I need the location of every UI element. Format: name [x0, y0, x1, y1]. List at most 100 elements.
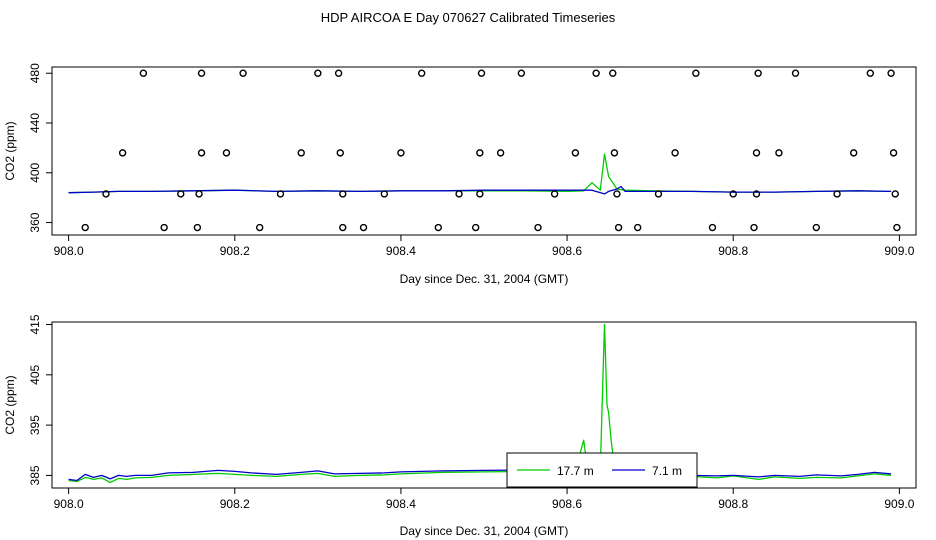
calibration-marker [336, 149, 344, 157]
calibration-marker [752, 190, 761, 198]
calibration-marker [118, 149, 127, 157]
calibration-marker [754, 69, 762, 77]
calibration-marker [160, 223, 168, 232]
calibration-marker [496, 149, 505, 157]
calibration-marker [571, 149, 580, 157]
calibration-marker [633, 223, 642, 232]
calibration-marker [102, 190, 110, 198]
calibration-marker [708, 223, 717, 232]
calibration-marker [81, 223, 89, 232]
calibration-marker [692, 69, 700, 77]
y-axis-ticks: 385 395 405 415 [28, 314, 52, 485]
x-tick-label: 908.0 [54, 244, 84, 258]
y-tick-label: 385 [28, 465, 42, 485]
legend-label-7-1m: 7.1 m [652, 464, 682, 478]
calibration-marker [255, 223, 264, 232]
x-tick-label: 908.6 [552, 244, 582, 258]
calibration-marker [297, 149, 305, 157]
series-line-17-7m [68, 153, 892, 194]
calibration-marker [193, 223, 202, 232]
y-tick-label: 360 [28, 212, 42, 232]
calibration-marker [195, 190, 203, 198]
calibration-marker [893, 223, 901, 232]
x-axis-label: Day since Dec. 31, 2004 (GMT) [400, 272, 569, 286]
calibration-marker [614, 223, 623, 232]
series-layer [68, 323, 892, 486]
y-tick-label: 480 [28, 63, 42, 83]
calibration-marker [534, 223, 542, 232]
plot-frame [51, 66, 917, 236]
x-tick-label: 908.4 [386, 244, 416, 258]
y-axis-label: CO2 (ppm) [3, 375, 17, 434]
calibration-marker [222, 149, 231, 157]
calibration-marker [417, 69, 426, 77]
series-line-7-1m [68, 454, 892, 484]
co2-all-heights-panel: 908.0 908.2 908.4 908.6 908.8 909.0 360 400 440… [3, 63, 917, 286]
plot-frame [51, 321, 917, 489]
calibration-marker [791, 69, 800, 77]
calibration-marker [891, 190, 899, 198]
calibration-marker [849, 149, 858, 157]
calibration-marker [752, 149, 761, 157]
x-axis-label: Day since Dec. 31, 2004 (GMT) [400, 524, 569, 538]
x-tick-label: 908.8 [718, 497, 748, 511]
x-tick-label: 908.2 [220, 244, 250, 258]
y-tick-label: 415 [28, 314, 42, 334]
calibration-marker [592, 69, 600, 77]
calibration-marker [339, 190, 347, 198]
legend-label-17-7m: 17.7 m [557, 464, 594, 478]
calibration-marker [476, 149, 484, 157]
x-tick-label: 909.0 [884, 497, 914, 511]
calibration-marker [397, 149, 405, 157]
y-tick-label: 405 [28, 364, 42, 384]
y-axis-ticks: 360 400 440 480 [28, 63, 52, 233]
calibration-marker [517, 69, 526, 77]
series-line-7-1m [68, 185, 892, 195]
calibration-marker [477, 69, 486, 77]
calibration-marker [750, 223, 758, 232]
calibration-marker [866, 69, 875, 77]
calibration-marker [455, 190, 463, 198]
calibration-marker [139, 69, 148, 77]
y-tick-label: 400 [28, 162, 42, 182]
calibration-marker [471, 223, 480, 232]
series-line-17-7m [68, 323, 892, 486]
calibration-marker [177, 190, 185, 198]
calibration-marker [239, 69, 247, 77]
calibration-marker [314, 69, 322, 77]
calibration-marker [359, 223, 368, 232]
co2-timeseries-panel: 908.0 908.2 908.4 908.6 908.8 909.0 385 395 405… [3, 314, 917, 538]
calibration-marker [833, 190, 841, 198]
calibration-marker [197, 149, 206, 157]
x-tick-label: 908.4 [386, 497, 416, 511]
calibration-marker [887, 69, 895, 77]
x-tick-label: 908.6 [552, 497, 582, 511]
calibration-marker [889, 149, 898, 157]
calibration-marker [671, 149, 679, 157]
x-tick-label: 908.0 [54, 497, 84, 511]
calibration-marker [339, 223, 347, 232]
legend: 17.7 m 7.1 m [506, 452, 698, 488]
calibration-marker [434, 223, 443, 232]
y-tick-label: 395 [28, 415, 42, 435]
x-tick-label: 909.0 [884, 244, 914, 258]
figure-title: HDP AIRCOA E Day 070627 Calibrated Times… [321, 10, 616, 25]
y-axis-label: CO2 (ppm) [3, 121, 17, 180]
calibration-marker [476, 190, 484, 198]
calibration-marker [654, 190, 663, 198]
calibration-marker [613, 190, 621, 198]
calibration-marker [609, 69, 617, 77]
y-tick-label: 440 [28, 113, 42, 133]
calibration-marker [775, 149, 783, 157]
x-tick-label: 908.8 [718, 244, 748, 258]
calibration-marker [550, 190, 559, 198]
calibration-marker [729, 190, 737, 198]
calibration-marker [334, 69, 343, 77]
calibration-marker [197, 69, 206, 77]
series-layer [68, 153, 892, 195]
calibration-marker [812, 223, 821, 232]
calibration-marker [610, 149, 619, 157]
calibration-marker [380, 190, 389, 198]
marker-layer [81, 69, 901, 232]
